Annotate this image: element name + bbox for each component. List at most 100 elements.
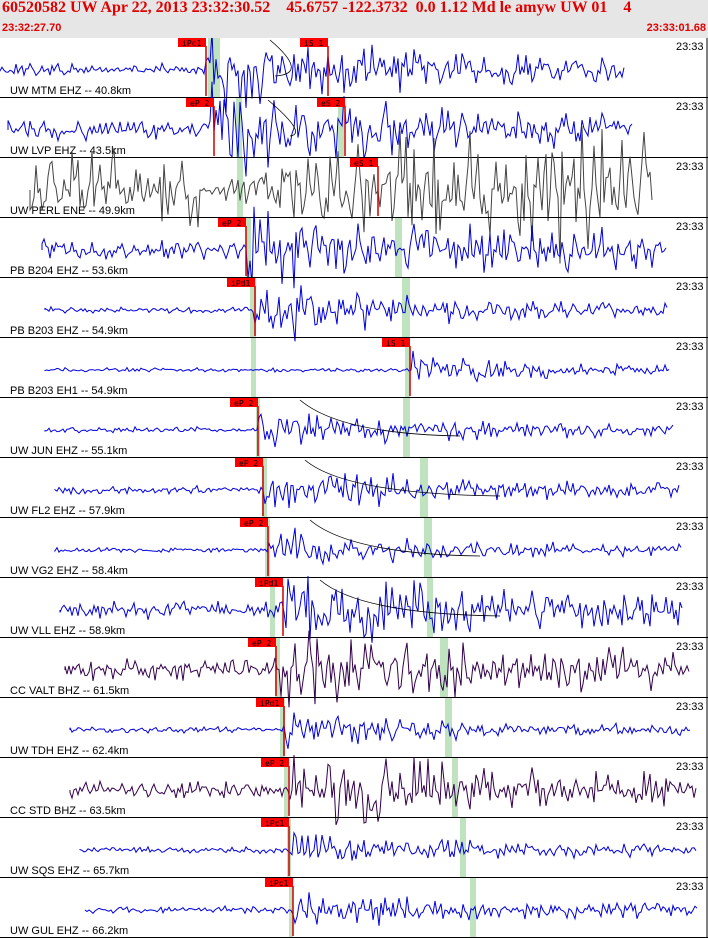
pick-label-box[interactable] xyxy=(230,398,258,407)
pick-label-box[interactable] xyxy=(255,578,283,587)
trace-5: iPd1 PB B203 EHZ -- 54.9km 23:33 xyxy=(0,278,708,342)
station-label: UW LVP EHZ -- 43.5km xyxy=(10,145,126,157)
waveform xyxy=(44,413,674,448)
pick-label-box[interactable] xyxy=(240,518,268,527)
station-label: PB B203 EH1 -- 54.9km xyxy=(10,385,127,397)
trace-3: eS 1 UW PERL ENE -- 49.9km 23:33 xyxy=(0,126,708,264)
waveform xyxy=(64,630,690,708)
station-label: UW TDH EHZ -- 62.4km xyxy=(10,745,128,757)
trace-time-label: 23:33 xyxy=(676,521,704,533)
station-label: UW PERL ENE -- 49.9km xyxy=(10,205,135,217)
window-end-time: 23:33:01.68 xyxy=(646,22,706,34)
trace-7: eP 2 UW JUN EHZ -- 55.1km 23:33 xyxy=(0,398,708,458)
station-label: UW JUN EHZ -- 55.1km xyxy=(10,445,127,457)
trace-time-label: 23:33 xyxy=(676,41,704,53)
p-arrival-band xyxy=(237,158,243,218)
trace-14: iPc1 UW SQS EHZ -- 65.7km 23:33 xyxy=(0,818,708,878)
pick-label-box[interactable] xyxy=(261,758,289,767)
station-label: UW VLL EHZ -- 58.9km xyxy=(10,625,125,637)
pick-label-box[interactable] xyxy=(248,638,276,647)
pick-label: eP 2 xyxy=(222,219,241,228)
trace-15: iPc1 UW GUL EHZ -- 66.2km 23:33 xyxy=(0,878,708,938)
station-label: UW GUL EHZ -- 66.2km xyxy=(10,925,128,937)
pick-label: eP 2 xyxy=(252,639,271,648)
waveform xyxy=(29,126,653,264)
waveform xyxy=(0,38,625,113)
station-label: UW FL2 EHZ -- 57.9km xyxy=(10,505,125,517)
pick-label-box[interactable] xyxy=(186,98,214,107)
trace-time-label: 23:33 xyxy=(676,701,704,713)
pick-label: eP 2 xyxy=(239,459,258,468)
s-arrival-band xyxy=(395,218,402,278)
s-arrival-band xyxy=(405,338,410,398)
station-label: UW MTM EHZ -- 40.8km xyxy=(10,85,131,97)
trace-4: eP 2 PB B204 EHZ -- 53.6km 23:33 xyxy=(0,206,708,289)
trace-13: eP 2 CC STD BHZ -- 63.5km 23:33 xyxy=(0,754,708,826)
p-arrival-band xyxy=(262,458,267,518)
p-arrival-band xyxy=(208,38,220,98)
waveform xyxy=(69,712,691,749)
waveform xyxy=(54,473,680,509)
event-title: 60520582 UW Apr 22, 2013 23:32:30.52 45.… xyxy=(2,0,632,16)
trace-time-label: 23:33 xyxy=(676,101,704,113)
pick-label-box[interactable] xyxy=(235,458,263,467)
pick-label-box[interactable] xyxy=(218,218,246,227)
trace-6: iS 1 PB B203 EH1 -- 54.9km 23:33 xyxy=(0,338,708,398)
pick-label-box[interactable] xyxy=(178,38,206,47)
station-label: CC VALT BHZ -- 61.5km xyxy=(10,685,129,697)
p-arrival-band xyxy=(246,218,251,278)
trace-time-label: 23:33 xyxy=(676,761,704,773)
s-arrival-band xyxy=(427,578,433,638)
trace-time-label: 23:33 xyxy=(676,461,704,473)
pick-label: iPd1 xyxy=(231,279,250,288)
trace-9: eP 2 UW VG2 EHZ -- 58.4km 23:33 xyxy=(0,518,708,578)
waveform xyxy=(59,575,683,643)
trace-time-label: 23:33 xyxy=(676,221,704,233)
trace-8: eP 2 UW FL2 EHZ -- 57.9km 23:33 xyxy=(0,458,708,518)
p-arrival-band xyxy=(251,338,256,398)
p-arrival-band xyxy=(250,278,256,338)
waveform xyxy=(7,81,633,177)
p-arrival-band xyxy=(289,878,293,938)
trace-time-label: 23:33 xyxy=(676,281,704,293)
pick-label: iPc1 xyxy=(182,39,201,48)
pick-label: iPd1 xyxy=(260,699,279,708)
pick-label-box[interactable] xyxy=(265,878,293,887)
trace-time-label: 23:33 xyxy=(676,581,704,593)
waveform xyxy=(44,285,668,342)
trace-time-label: 23:33 xyxy=(676,641,704,653)
trace-12: iPd1 UW TDH EHZ -- 62.4km 23:33 xyxy=(0,698,708,758)
waveform xyxy=(69,754,697,826)
window-start-time: 23:32:27.70 xyxy=(2,22,62,34)
s-arrival-band xyxy=(338,98,344,158)
pick-label: iPc1 xyxy=(265,819,284,828)
travel-time-curve xyxy=(267,99,296,137)
travel-time-curve xyxy=(304,459,501,497)
trace-time-label: 23:33 xyxy=(676,881,704,893)
pick-label: eP 2 xyxy=(244,519,263,528)
s-arrival-band xyxy=(420,458,428,518)
travel-time-curve xyxy=(319,579,501,617)
trace-1: iPc1 iS 1 UW MTM EHZ -- 40.8km 23:33 xyxy=(0,38,708,113)
pick-label: iS 1 xyxy=(386,339,405,348)
pick-label-box[interactable] xyxy=(261,818,289,827)
pick-label-box[interactable] xyxy=(256,698,284,707)
trace-11: eP 2 CC VALT BHZ -- 61.5km 23:33 xyxy=(0,630,708,708)
pick-label-box[interactable] xyxy=(350,158,378,167)
p-arrival-band xyxy=(270,578,275,638)
s-arrival-band xyxy=(403,398,410,458)
pick-label-box[interactable] xyxy=(300,38,328,47)
s-arrival-band xyxy=(452,758,458,818)
waveform xyxy=(44,350,670,383)
travel-time-curve xyxy=(299,399,461,437)
trace-time-label: 23:33 xyxy=(676,341,704,353)
pick-label-box[interactable] xyxy=(317,98,345,107)
event-header: 60520582 UW Apr 22, 2013 23:32:30.52 45.… xyxy=(0,0,708,38)
station-label: UW VG2 EHZ -- 58.4km xyxy=(10,565,128,577)
travel-time-curve xyxy=(269,39,292,77)
pick-label-box[interactable] xyxy=(382,338,410,347)
p-arrival-band xyxy=(275,638,280,698)
pick-label-box[interactable] xyxy=(227,278,255,287)
trace-time-label: 23:33 xyxy=(676,821,704,833)
